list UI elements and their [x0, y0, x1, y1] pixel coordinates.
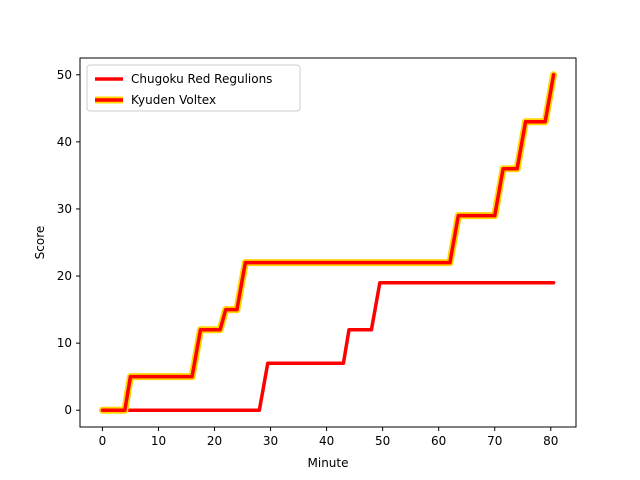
legend-box — [86, 64, 301, 112]
legend-label-0: Chugoku Red Regulions — [131, 72, 272, 86]
x-tick-label: 80 — [543, 434, 558, 448]
y-tick-label: 30 — [57, 202, 72, 216]
legend: Chugoku Red Regulions Kyuden Voltex — [86, 64, 301, 112]
axes-layer: 0 10 20 30 40 50 60 70 80 0 10 20 30 40 50 — [57, 57, 577, 448]
x-tick-label: 70 — [487, 434, 502, 448]
y-tick-label: 20 — [57, 269, 72, 283]
x-tick-label: 60 — [431, 434, 446, 448]
series-line-1 — [100, 73, 556, 412]
x-tick-label: 30 — [263, 434, 278, 448]
legend-label-1: Kyuden Voltex — [131, 93, 216, 107]
y-tick-label: 40 — [57, 135, 72, 149]
y-tick-label: 0 — [64, 403, 72, 417]
x-tick-label: 0 — [99, 434, 107, 448]
x-tick-label: 10 — [151, 434, 166, 448]
series-line-0 — [125, 281, 556, 412]
x-axis-label: Minute — [308, 456, 349, 470]
y-axis-label: Score — [33, 226, 47, 260]
x-tick-label: 20 — [207, 434, 222, 448]
plot-frame — [79, 57, 577, 428]
y-tick-label: 50 — [57, 68, 72, 82]
y-tick-label: 10 — [57, 336, 72, 350]
series-layer — [98, 71, 558, 414]
x-tick-label: 40 — [319, 434, 334, 448]
x-tick-label: 50 — [375, 434, 390, 448]
